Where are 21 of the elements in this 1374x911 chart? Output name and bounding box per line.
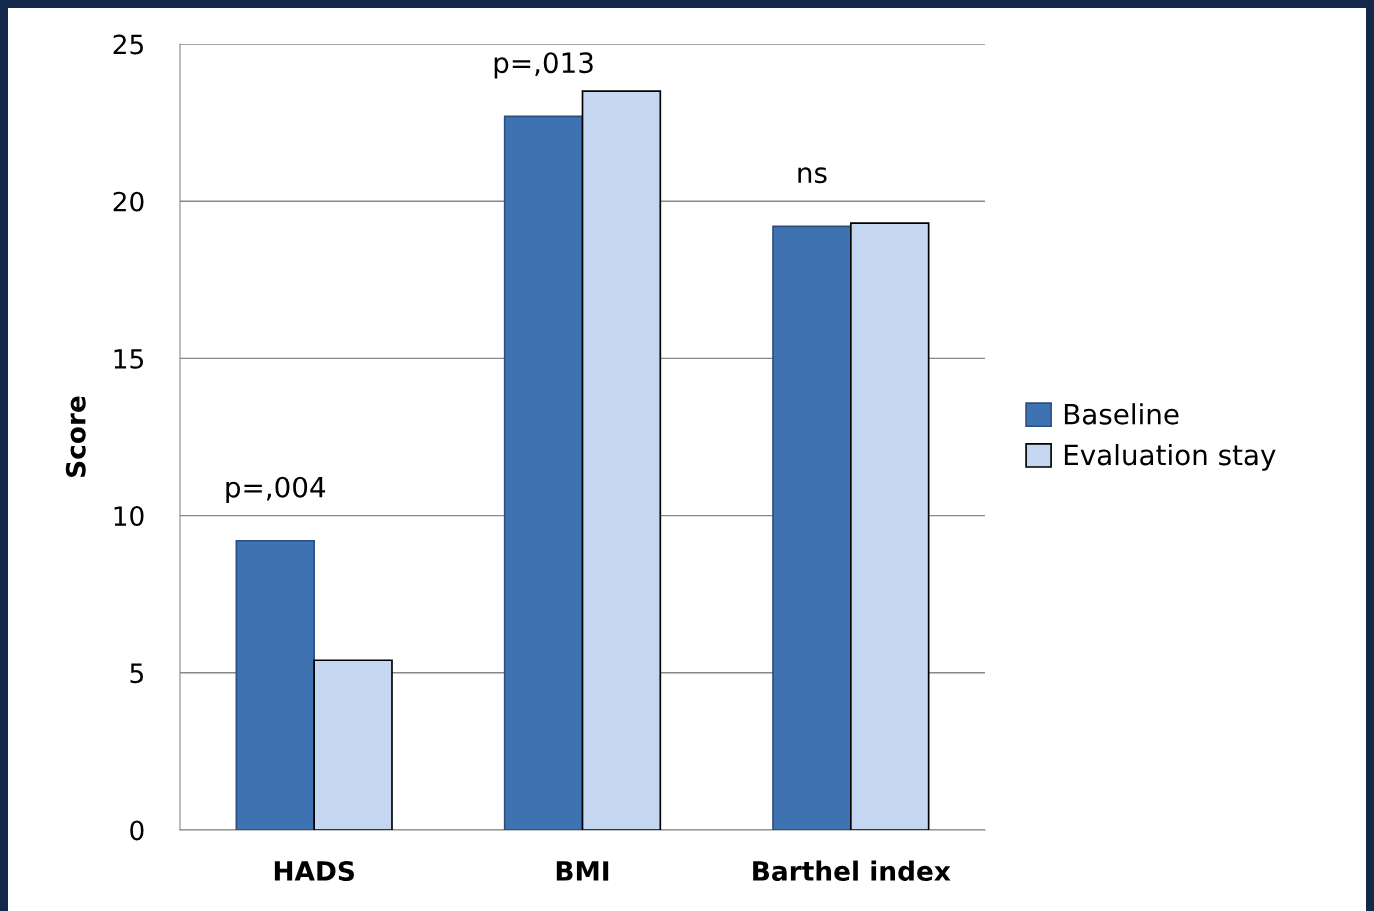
bar	[235, 539, 316, 830]
bar	[849, 222, 930, 830]
annotation: p=,013	[494, 52, 593, 79]
y-axis-title: Score	[65, 396, 86, 477]
annotation: ns	[798, 167, 827, 184]
legend-label: Evaluation stay	[1064, 443, 1276, 471]
y-tick-label: 20	[113, 191, 144, 212]
bar	[581, 90, 662, 830]
y-tick-label: 0	[130, 820, 144, 841]
y-tick-label: 10	[114, 506, 144, 526]
bar	[772, 225, 852, 830]
legend-label: Baseline	[1064, 403, 1179, 425]
bar	[503, 115, 584, 830]
x-tick-label: Barthel index	[753, 860, 951, 881]
y-tick-label: 15	[114, 349, 143, 369]
x-tick-label: HADS	[274, 861, 354, 881]
x-tick-label: BMI	[556, 861, 609, 881]
bar	[313, 659, 393, 830]
annotation: p=,004	[226, 476, 326, 504]
y-tick-label: 5	[130, 663, 143, 684]
y-tick-label: 25	[113, 34, 143, 55]
